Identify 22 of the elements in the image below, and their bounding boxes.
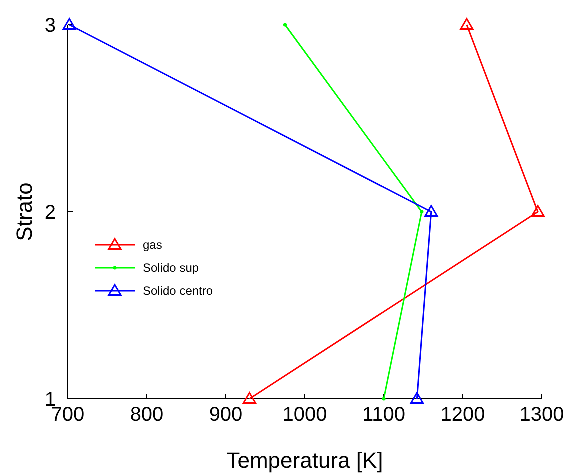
point [382,397,386,401]
point [420,210,424,214]
x-tick-label: 1100 [362,404,406,426]
point [531,205,545,217]
x-tick-label: 1300 [520,404,564,426]
point [460,18,474,30]
legend-label: Solido centro [143,284,214,298]
point [410,392,424,404]
x-tick-label: 800 [130,404,164,426]
x-tick-label: 1200 [440,404,486,426]
point [242,392,256,404]
y-axis-title: Strato [12,182,37,242]
y-tick-label: 3 [44,15,56,37]
point [62,18,76,30]
y-tick-label: 2 [44,202,56,224]
x-tick-label: 1000 [282,404,328,426]
legend-label: Solido sup [143,261,200,275]
x-axis-title: Temperatura [K] [226,448,384,473]
x-tick-label: 900 [209,404,243,426]
point [283,23,288,27]
legend-label: gas [143,238,162,252]
point [424,205,438,217]
